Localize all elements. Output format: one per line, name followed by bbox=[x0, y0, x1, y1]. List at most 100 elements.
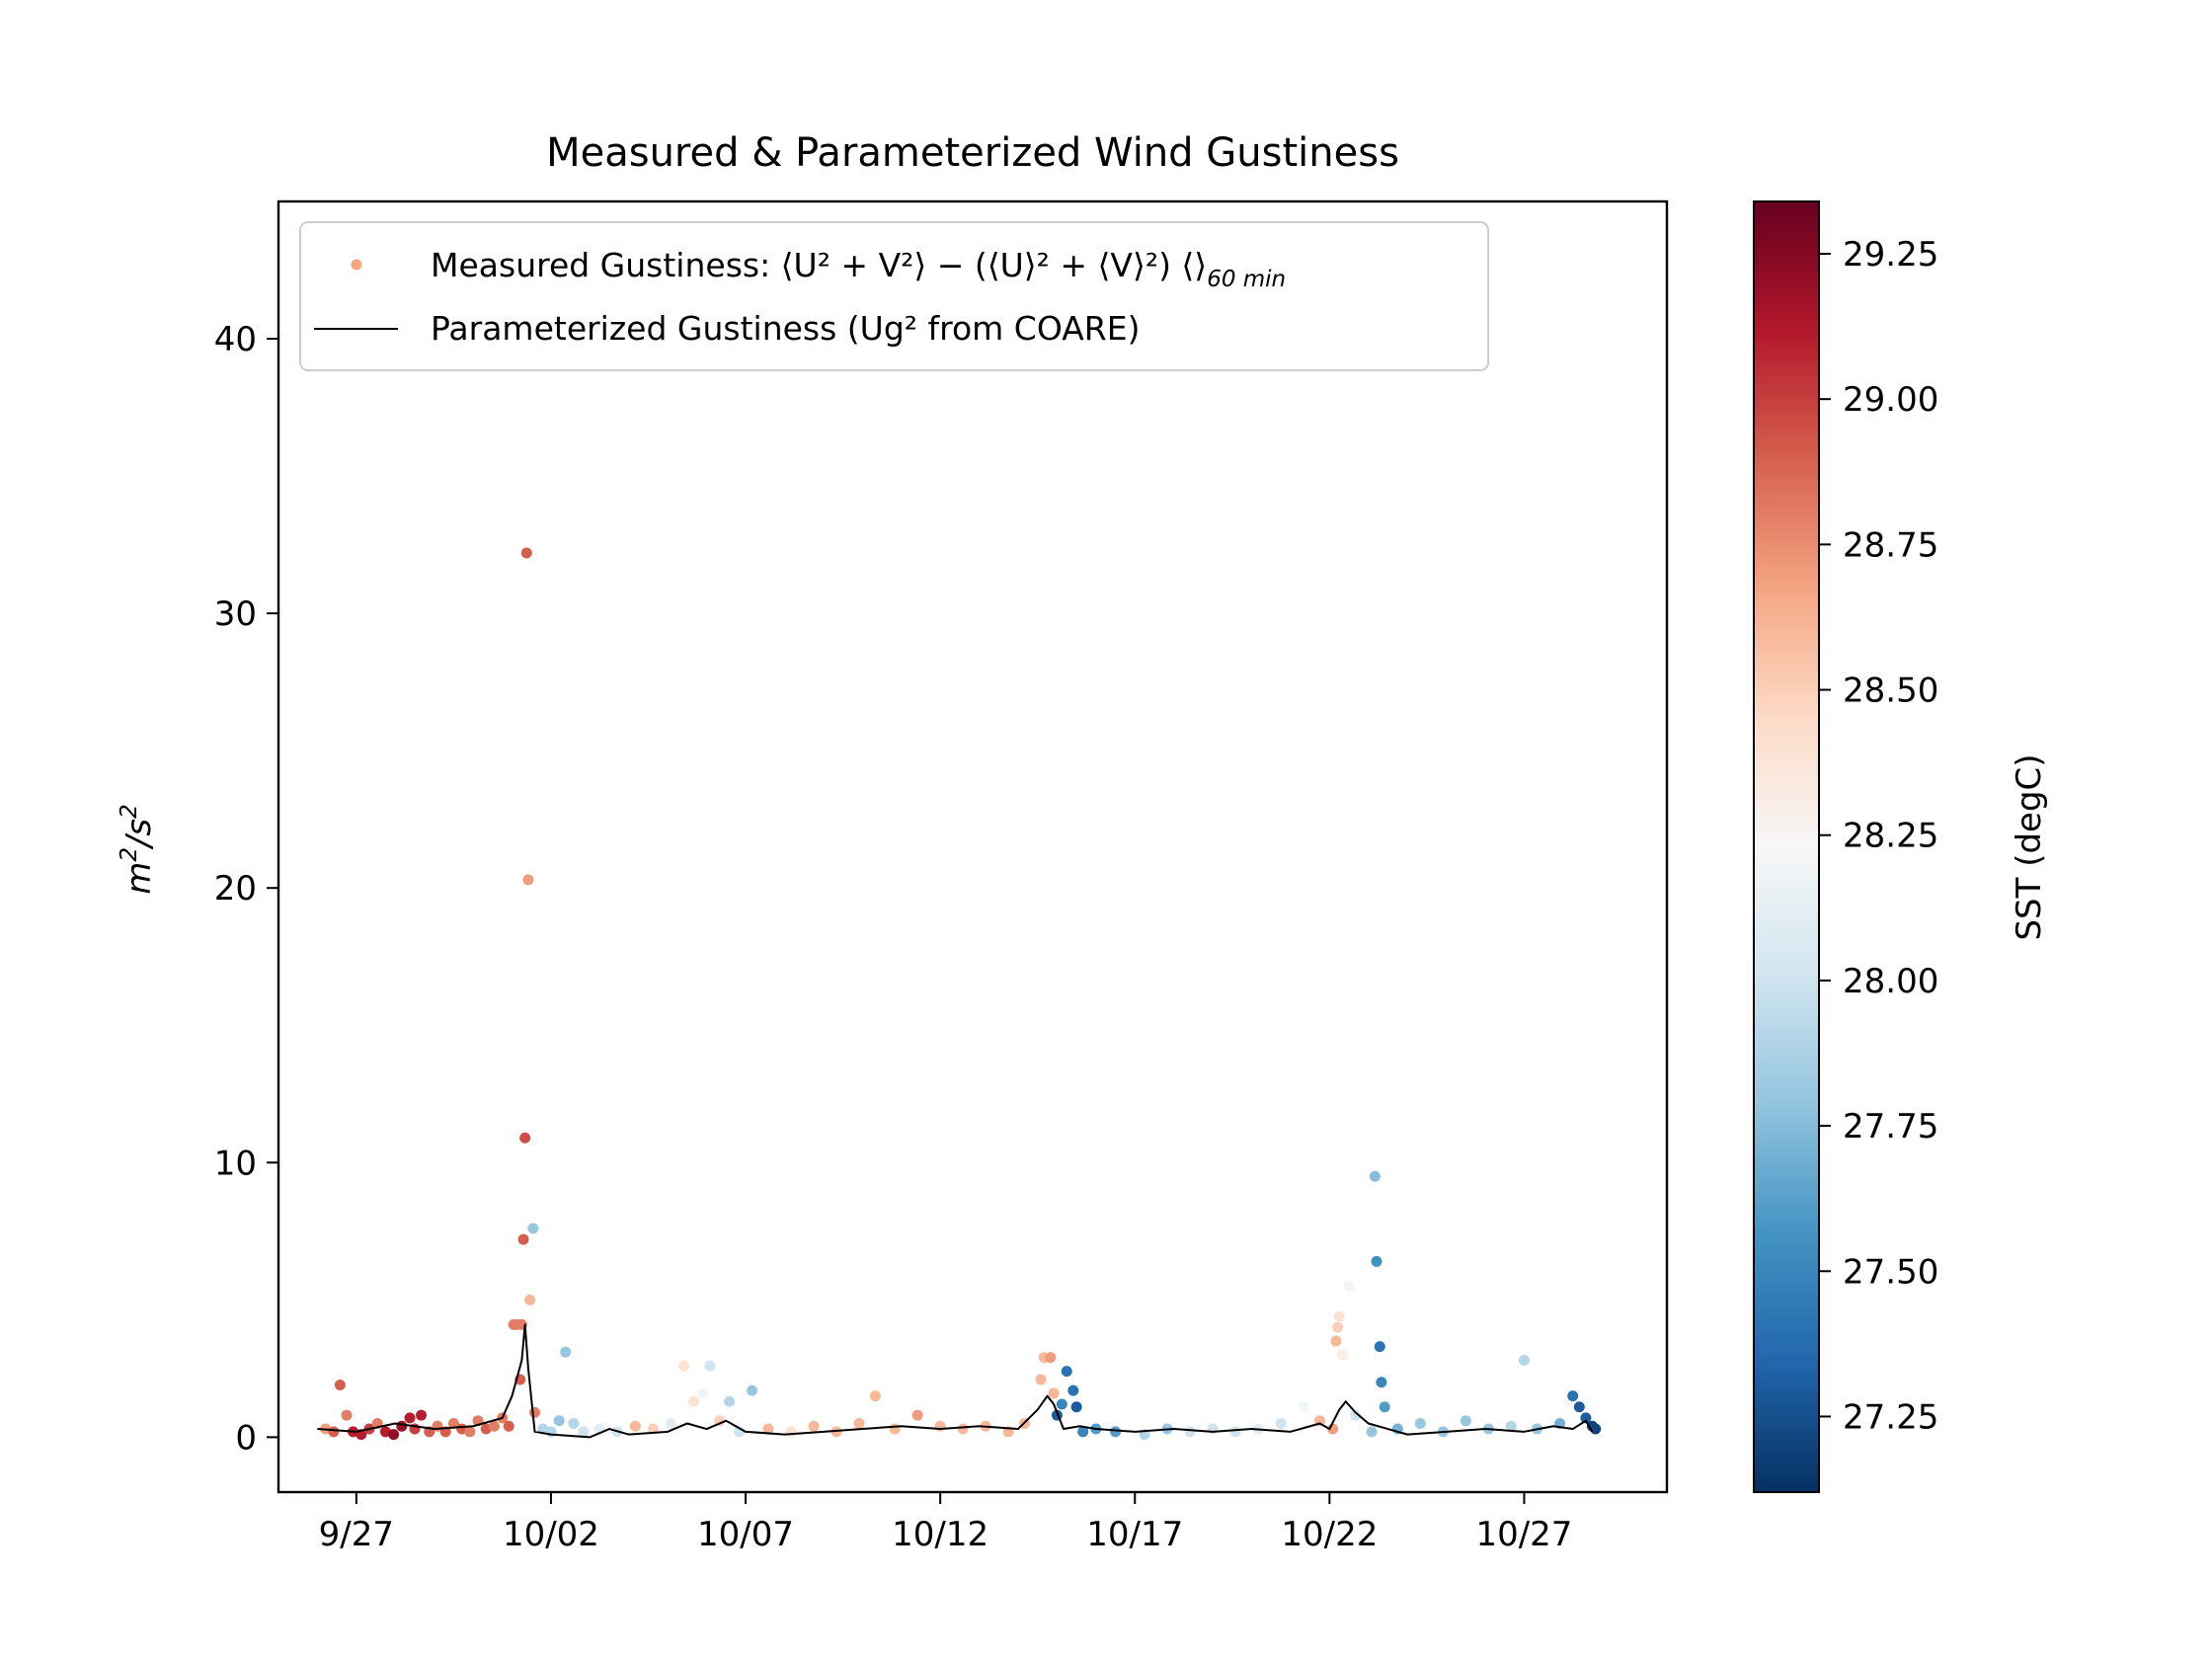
x-tick-label: 10/22 bbox=[1281, 1515, 1378, 1554]
measured-point bbox=[396, 1420, 408, 1432]
measured-point bbox=[1077, 1426, 1089, 1438]
measured-point bbox=[934, 1420, 946, 1432]
measured-point bbox=[578, 1426, 590, 1438]
measured-point bbox=[785, 1426, 797, 1438]
measured-point bbox=[1184, 1426, 1196, 1438]
measured-point bbox=[1067, 1384, 1079, 1396]
x-tick-label: 10/12 bbox=[892, 1515, 988, 1554]
measured-point bbox=[1229, 1426, 1241, 1438]
measured-point bbox=[762, 1423, 774, 1435]
colorbar-tick-label: 28.50 bbox=[1843, 672, 1938, 711]
measured-point bbox=[704, 1360, 716, 1372]
y-tick-label: 40 bbox=[214, 320, 257, 359]
measured-point bbox=[503, 1420, 514, 1432]
x-axis: 9/27 10/02 10/07 10/12 10/17 10/22 10/27 bbox=[319, 1492, 1572, 1554]
y-axis-label: m2/s2 bbox=[117, 804, 159, 895]
measured-point bbox=[1371, 1255, 1382, 1267]
y-axis: 0 10 20 30 40 bbox=[214, 320, 278, 1458]
measured-point bbox=[328, 1426, 340, 1438]
measured-point bbox=[488, 1420, 500, 1432]
colorbar-label: SST (degC) bbox=[2010, 753, 2049, 940]
colorbar-tick-label: 27.25 bbox=[1843, 1397, 1938, 1437]
measured-point bbox=[1035, 1374, 1047, 1385]
measured-point bbox=[560, 1346, 572, 1358]
measured-point bbox=[1590, 1423, 1602, 1435]
legend-marker-measured bbox=[351, 259, 362, 271]
measured-point bbox=[520, 547, 532, 559]
x-tick-label: 10/17 bbox=[1086, 1515, 1183, 1554]
colorbar-ticks: 27.25 27.50 27.75 28.00 28.25 28.50 28.75 29.00… bbox=[1819, 235, 1938, 1437]
measured-point bbox=[1369, 1170, 1381, 1182]
measured-point bbox=[1580, 1412, 1592, 1424]
measured-point bbox=[724, 1395, 736, 1407]
measured-point bbox=[1567, 1390, 1579, 1402]
x-tick-label: 10/07 bbox=[697, 1515, 794, 1554]
measured-point bbox=[678, 1360, 690, 1372]
plot-area bbox=[317, 547, 1602, 1441]
measured-point bbox=[911, 1409, 923, 1421]
measured-point bbox=[1110, 1426, 1122, 1438]
colorbar-tick-label: 27.75 bbox=[1843, 1107, 1938, 1146]
measured-point bbox=[629, 1420, 641, 1432]
measured-point bbox=[665, 1417, 676, 1429]
measured-point bbox=[1518, 1355, 1530, 1367]
measured-point bbox=[529, 1406, 541, 1418]
x-tick-label: 10/02 bbox=[503, 1515, 599, 1554]
measured-point bbox=[1045, 1352, 1057, 1364]
measured-point bbox=[687, 1395, 699, 1407]
measured-point bbox=[1275, 1417, 1287, 1429]
measured-point bbox=[1374, 1341, 1385, 1353]
colorbar-tick-label: 29.25 bbox=[1843, 235, 1938, 275]
y-tick-label: 10 bbox=[214, 1144, 257, 1183]
measured-point bbox=[522, 874, 534, 886]
measured-point bbox=[1336, 1349, 1348, 1361]
measured-point bbox=[1332, 1321, 1344, 1333]
measured-point bbox=[1460, 1415, 1471, 1427]
measured-point bbox=[714, 1415, 726, 1427]
y-tick-label: 20 bbox=[214, 869, 257, 908]
measured-point bbox=[527, 1223, 539, 1234]
measured-point bbox=[404, 1412, 416, 1424]
measured-point bbox=[1505, 1420, 1517, 1432]
measured-point bbox=[416, 1409, 428, 1421]
chart-title: Measured & Parameterized Wind Gustiness bbox=[546, 130, 1399, 176]
measured-point bbox=[957, 1423, 969, 1435]
legend: Measured Gustiness: ⟨U² + V²⟩ − (⟨U⟩² + … bbox=[299, 221, 1489, 371]
parameterized-line bbox=[317, 1323, 1594, 1439]
measured-point bbox=[517, 1233, 529, 1245]
measured-point bbox=[1070, 1401, 1082, 1413]
legend-label-measured: Measured Gustiness: ⟨U² + V²⟩ − (⟨U⟩² + … bbox=[431, 246, 1286, 292]
measured-point bbox=[869, 1390, 881, 1402]
y-tick-label: 0 bbox=[235, 1418, 257, 1458]
colorbar-tick-label: 28.75 bbox=[1843, 525, 1938, 565]
colorbar-tick-label: 29.00 bbox=[1843, 380, 1938, 420]
legend-label-parameterized: Parameterized Gustiness (Ug² from COARE) bbox=[431, 309, 1140, 348]
measured-point bbox=[1343, 1280, 1355, 1292]
measured-point bbox=[889, 1423, 901, 1435]
measured-point bbox=[1061, 1366, 1072, 1378]
x-tick-label: 10/27 bbox=[1475, 1515, 1572, 1554]
measured-point bbox=[747, 1384, 758, 1396]
measured-point bbox=[1330, 1335, 1342, 1347]
legend-box bbox=[299, 221, 1489, 371]
measured-point bbox=[1056, 1398, 1067, 1410]
x-tick-label: 9/27 bbox=[319, 1515, 394, 1554]
measured-point bbox=[519, 1132, 531, 1144]
measured-point bbox=[1207, 1423, 1219, 1435]
measured-point bbox=[388, 1429, 400, 1441]
measured-point bbox=[1379, 1401, 1390, 1413]
measured-point bbox=[1333, 1310, 1345, 1322]
colorbar-tick-label: 28.25 bbox=[1843, 817, 1938, 856]
plot-frame bbox=[276, 199, 1669, 1494]
measured-point bbox=[1414, 1417, 1426, 1429]
measured-point bbox=[1573, 1401, 1585, 1413]
measured-point bbox=[1366, 1426, 1378, 1438]
y-tick-label: 30 bbox=[214, 594, 257, 634]
measured-point bbox=[808, 1420, 820, 1432]
measured-point bbox=[1048, 1387, 1060, 1399]
measured-point bbox=[341, 1409, 353, 1421]
measured-point bbox=[553, 1415, 565, 1427]
measured-point bbox=[568, 1417, 580, 1429]
colorbar-tick-label: 28.00 bbox=[1843, 962, 1938, 1001]
